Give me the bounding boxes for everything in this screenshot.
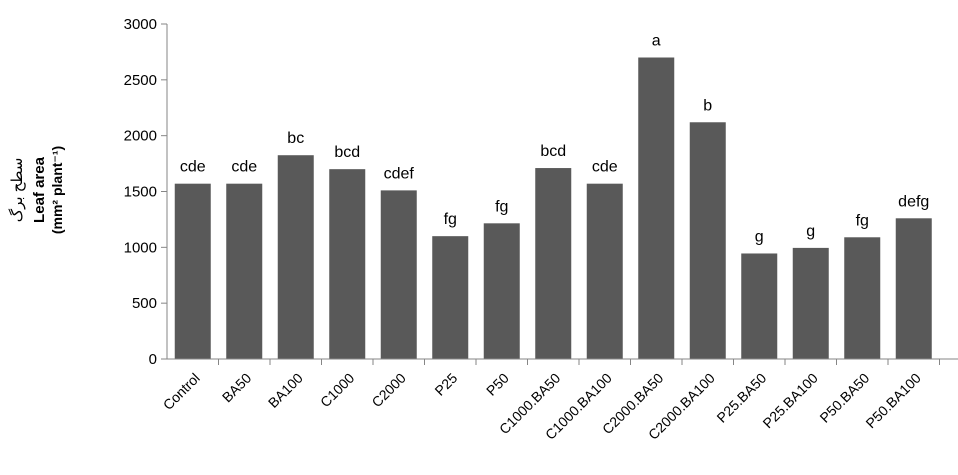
y-axis-unit-label: (mm² plant⁻¹) — [49, 146, 65, 234]
category-labels: Control BA50 BA100 C1000 C2000 P25 P50C1000.BA… — [160, 370, 924, 443]
y-axis-ticks: 0 500 1000 1500 2000 2500 3000 — [124, 16, 167, 368]
bar — [895, 218, 932, 359]
bar — [535, 168, 572, 359]
bar — [483, 223, 520, 359]
data-label: defg — [898, 193, 929, 210]
bar — [329, 169, 366, 359]
y-axis-label-group: سطح برگ Leaf area (mm² plant⁻¹) — [8, 146, 65, 234]
bars — [174, 57, 932, 360]
y-axis-label: Leaf area — [31, 156, 48, 223]
data-labels: cde cde bc bcd cdef fg fg bcd cde a b g g fg defg — [180, 33, 929, 246]
bar — [174, 183, 211, 359]
category-label: BA100 — [265, 370, 306, 411]
data-label: fg — [856, 212, 869, 229]
category-label: P50.BA100 — [862, 370, 924, 432]
data-label: g — [755, 228, 764, 245]
data-label: cde — [231, 159, 257, 176]
y-tick-label: 0 — [149, 351, 157, 368]
category-label: P25 — [431, 370, 460, 399]
data-label: cde — [180, 159, 206, 176]
data-label: fg — [495, 198, 508, 215]
category-label: C1000 — [317, 370, 358, 411]
data-label: cdef — [384, 165, 415, 182]
y-axis-label-persian: سطح برگ — [8, 158, 26, 223]
bar — [689, 122, 726, 360]
category-label: C2000 — [368, 370, 409, 411]
bar — [586, 183, 623, 359]
bar — [277, 155, 314, 359]
bar — [741, 253, 778, 359]
bar — [638, 57, 675, 359]
bar — [844, 237, 881, 359]
y-tick-label: 1500 — [124, 184, 157, 201]
category-label: BA50 — [219, 370, 255, 406]
bar — [226, 183, 263, 359]
y-tick-label: 1000 — [124, 239, 157, 256]
y-tick-label: 2000 — [124, 128, 157, 145]
y-tick-label: 3000 — [124, 16, 157, 33]
category-label: Control — [160, 370, 203, 413]
data-label: cde — [592, 159, 618, 176]
data-label: bcd — [334, 144, 360, 161]
bar — [792, 247, 829, 359]
axes — [166, 24, 958, 365]
y-tick-label: 500 — [132, 295, 157, 312]
data-label: b — [703, 97, 712, 114]
data-label: fg — [444, 211, 457, 228]
category-label: P25.BA100 — [759, 370, 821, 432]
data-label: bcd — [540, 143, 566, 160]
bar — [380, 190, 417, 359]
category-label: P50 — [483, 370, 512, 399]
data-label: bc — [287, 130, 304, 147]
data-label: a — [652, 33, 661, 50]
data-label: g — [806, 223, 815, 240]
bar — [432, 236, 469, 359]
y-tick-label: 2500 — [124, 72, 157, 89]
